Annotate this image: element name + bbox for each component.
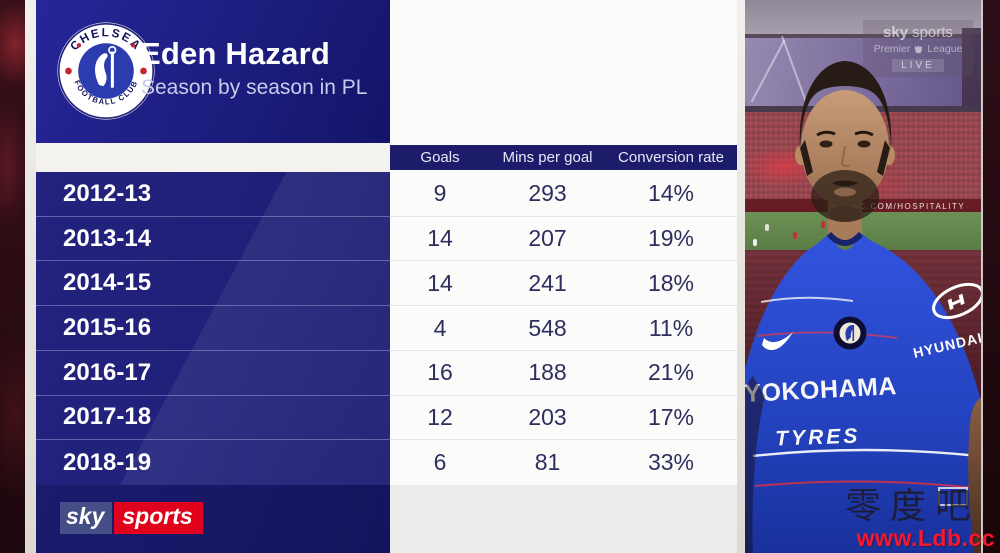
stadium-background-left bbox=[0, 0, 25, 553]
row-values: 14 207 19% bbox=[390, 216, 737, 262]
table-row: 2012-13 9 293 14% bbox=[36, 172, 737, 217]
panel-footer: sky sports bbox=[36, 485, 390, 553]
pitch-player-dot bbox=[765, 224, 769, 231]
season-cell: 2017-18 bbox=[36, 395, 390, 441]
page-subtitle: Season by season in PL bbox=[141, 76, 368, 99]
watermark-url: www.Ldb.cc bbox=[856, 525, 995, 551]
conversion-rate-value: 19% bbox=[647, 225, 695, 252]
pitch-player-dot bbox=[793, 232, 797, 239]
row-values: 6 81 33% bbox=[390, 440, 737, 486]
table-row: 2018-19 6 81 33% bbox=[36, 440, 737, 486]
row-values: 12 203 17% bbox=[390, 395, 737, 441]
mins-per-goal-value: 241 bbox=[528, 269, 567, 296]
crest-lion-icon bbox=[95, 53, 108, 87]
chelsea-shirt bbox=[745, 232, 987, 553]
player-hair bbox=[799, 61, 892, 150]
column-header-goals: Goals bbox=[420, 149, 460, 166]
premier-league-lion-icon bbox=[915, 44, 923, 53]
pitch-player-dot bbox=[821, 221, 825, 228]
table-row: 2013-14 14 207 19% bbox=[36, 216, 737, 262]
season-cell: 2018-19 bbox=[36, 440, 390, 486]
goals-value: 12 bbox=[427, 403, 453, 430]
table-row: 2015-16 4 548 11% bbox=[36, 306, 737, 351]
eden-hazard-player: YOKOHAMA TYRES HYUNDAI bbox=[745, 61, 1000, 553]
stats-table: 2012-13 9 293 14% 2013-14 14 207 19% 201… bbox=[36, 172, 737, 486]
conversion-rate-value: 17% bbox=[647, 403, 695, 430]
mins-per-goal-value: 548 bbox=[528, 314, 567, 341]
goals-value: 9 bbox=[433, 180, 447, 207]
badge-premier-text: Premier bbox=[873, 43, 911, 55]
goals-value: 14 bbox=[427, 225, 453, 252]
panel-right-border bbox=[737, 0, 745, 553]
table-row: 2014-15 14 241 18% bbox=[36, 261, 737, 307]
table-column-headers: Goals Mins per goal Conversion rate bbox=[390, 145, 737, 170]
mins-per-goal-value: 293 bbox=[528, 180, 567, 207]
photo-right-edge bbox=[981, 0, 1000, 553]
sky-sports-logo: sky sports bbox=[60, 502, 203, 534]
season-cell: 2012-13 bbox=[36, 172, 390, 217]
pitch-player-dot bbox=[753, 239, 757, 246]
goals-value: 6 bbox=[433, 449, 447, 476]
season-cell: 2013-14 bbox=[36, 216, 390, 262]
sky-sports-live-badge: sky sports Premier League LIVE bbox=[863, 20, 973, 77]
panel-footer-right bbox=[390, 485, 737, 553]
signage-text: FC.COM/HOSPITALITY bbox=[853, 202, 966, 211]
stats-panel: CHELSEA FOOTBALL CLUB Eden Hazard Season… bbox=[36, 0, 737, 553]
mins-per-goal-value: 81 bbox=[534, 449, 561, 476]
goals-value: 16 bbox=[427, 359, 453, 386]
mins-per-goal-value: 188 bbox=[528, 359, 567, 386]
row-values: 9 293 14% bbox=[390, 172, 737, 217]
season-cell: 2016-17 bbox=[36, 350, 390, 396]
tyres-sponsor-text: TYRES bbox=[775, 425, 861, 451]
chelsea-shirt-crest-icon bbox=[833, 316, 867, 350]
mins-per-goal-value: 207 bbox=[528, 225, 567, 252]
column-header-conversion-rate: Conversion rate bbox=[618, 149, 724, 166]
table-row: 2016-17 16 188 21% bbox=[36, 350, 737, 396]
badge-sky-text: sky bbox=[883, 24, 909, 41]
season-cell: 2015-16 bbox=[36, 306, 390, 351]
panel-header: CHELSEA FOOTBALL CLUB Eden Hazard Season… bbox=[36, 0, 390, 143]
stadium-roof bbox=[745, 0, 1000, 38]
sky-logo-text: sky bbox=[60, 502, 113, 534]
watermark-box-icon bbox=[938, 487, 968, 506]
badge-sports-text: sports bbox=[912, 24, 953, 41]
page-title: Eden Hazard bbox=[140, 36, 330, 71]
row-values: 14 241 18% bbox=[390, 261, 737, 307]
watermark-text: 零度吧 bbox=[844, 485, 980, 526]
conversion-rate-value: 14% bbox=[647, 180, 695, 207]
goals-value: 4 bbox=[433, 314, 447, 341]
chelsea-crest-icon: CHELSEA FOOTBALL CLUB bbox=[57, 22, 155, 120]
nike-swoosh-icon bbox=[762, 332, 793, 351]
conversion-rate-value: 21% bbox=[647, 359, 695, 386]
conversion-rate-value: 11% bbox=[648, 314, 694, 341]
row-values: 4 548 11% bbox=[390, 306, 737, 351]
live-label: LIVE bbox=[892, 59, 944, 72]
player-photo: FC.COM/HOSPITALITY sky sports Premier Lea… bbox=[745, 0, 1000, 553]
row-values: 16 188 21% bbox=[390, 350, 737, 396]
goals-value: 14 bbox=[427, 269, 453, 296]
table-row: 2017-18 12 203 17% bbox=[36, 395, 737, 441]
badge-league-text: League bbox=[927, 43, 963, 55]
column-header-mins-per-goal: Mins per goal bbox=[502, 149, 593, 166]
sports-logo-text: sports bbox=[114, 502, 203, 534]
header-divider bbox=[36, 143, 390, 172]
panel-left-border bbox=[25, 0, 36, 553]
mins-per-goal-value: 203 bbox=[528, 403, 567, 430]
season-cell: 2014-15 bbox=[36, 261, 390, 307]
conversion-rate-value: 33% bbox=[647, 449, 695, 476]
conversion-rate-value: 18% bbox=[647, 269, 695, 296]
